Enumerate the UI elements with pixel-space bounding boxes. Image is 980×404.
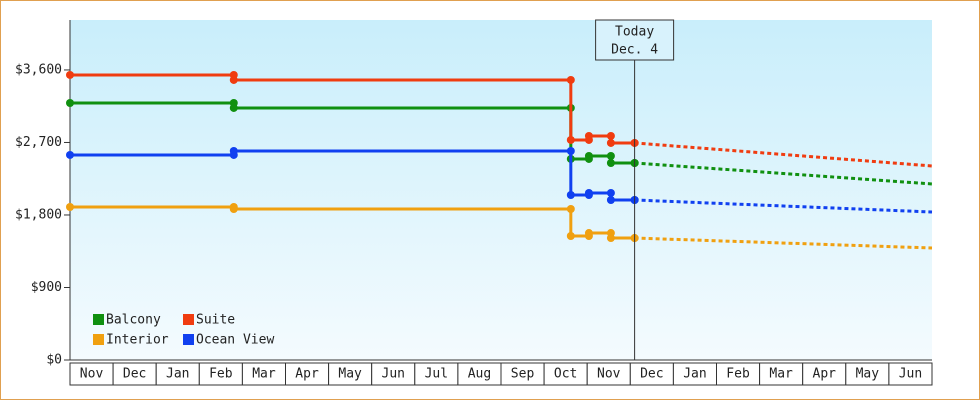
- legend-label: Suite: [196, 313, 235, 328]
- x-tick-label: Jan: [166, 367, 189, 382]
- price-point: [584, 232, 593, 241]
- x-tick-label: Dec: [640, 367, 663, 382]
- price-point: [606, 195, 615, 204]
- legend-swatch: [183, 334, 194, 345]
- x-tick-label: Apr: [813, 367, 837, 382]
- y-tick-label: $1,800: [15, 207, 62, 222]
- price-point: [566, 232, 575, 241]
- price-point: [229, 203, 238, 211]
- price-point: [606, 229, 615, 238]
- x-tick-label: May: [338, 367, 362, 382]
- y-tick-label: $2,700: [15, 135, 62, 150]
- price-point: [606, 188, 615, 197]
- x-tick-label: Feb: [209, 367, 233, 382]
- x-tick-label: Nov: [597, 367, 621, 382]
- price-point: [66, 203, 74, 211]
- today-label: Today: [615, 25, 654, 40]
- price-point: [606, 159, 615, 168]
- price-point: [566, 75, 575, 84]
- y-tick-label: $900: [31, 280, 62, 295]
- y-tick-label: $3,600: [15, 62, 62, 77]
- price-point: [66, 150, 74, 159]
- month-cell: [888, 362, 933, 386]
- price-point: [566, 147, 575, 156]
- forecast-line: [634, 236, 933, 250]
- today-box: [595, 19, 675, 61]
- legend-swatch: [93, 334, 104, 345]
- legend-swatch: [183, 314, 194, 325]
- y-tick-label: $0: [46, 353, 62, 368]
- x-tick-label: Feb: [726, 367, 750, 382]
- price-point: [229, 98, 238, 107]
- legend-label: Ocean View: [196, 333, 274, 348]
- x-tick-label: Jun: [899, 367, 922, 382]
- forecast-line: [634, 161, 933, 186]
- x-tick-label: Jan: [683, 367, 706, 382]
- price-point: [566, 135, 575, 144]
- price-point: [606, 152, 615, 160]
- price-point: [584, 190, 593, 199]
- price-point: [229, 70, 238, 79]
- price-point: [66, 98, 74, 107]
- x-tick-label: Mar: [769, 367, 793, 382]
- legend-label: Interior: [106, 333, 169, 348]
- x-tick-label: Apr: [295, 367, 319, 382]
- price-point: [606, 138, 615, 147]
- plot-area: [70, 20, 932, 360]
- forecast-line: [634, 141, 933, 168]
- x-tick-label: Nov: [80, 367, 104, 382]
- x-tick-label: Mar: [252, 367, 276, 382]
- price-point: [584, 135, 593, 144]
- x-tick-label: Dec: [123, 367, 146, 382]
- price-point: [229, 150, 238, 159]
- forecast-line: [634, 198, 933, 214]
- today-label: Dec. 4: [611, 43, 658, 58]
- x-tick-label: Jun: [382, 367, 405, 382]
- price-point: [566, 205, 575, 214]
- price-point: [584, 154, 593, 163]
- price-point: [606, 131, 615, 140]
- x-tick-label: Sep: [511, 367, 535, 382]
- legend-label: Balcony: [106, 313, 161, 328]
- price-point: [566, 190, 575, 199]
- legend-swatch: [93, 314, 104, 325]
- price-point: [66, 70, 74, 79]
- x-tick-label: Aug: [468, 367, 491, 382]
- x-tick-label: Oct: [554, 367, 577, 382]
- x-tick-label: May: [856, 367, 880, 382]
- x-tick-label: Jul: [425, 367, 448, 382]
